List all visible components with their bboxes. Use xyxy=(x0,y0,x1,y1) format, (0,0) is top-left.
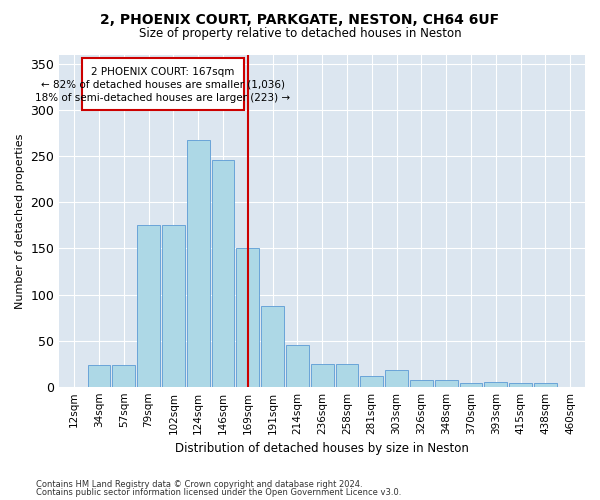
Bar xyxy=(187,140,209,386)
Text: Size of property relative to detached houses in Neston: Size of property relative to detached ho… xyxy=(139,28,461,40)
Bar xyxy=(212,160,235,386)
Bar xyxy=(286,345,309,387)
Text: 18% of semi-detached houses are larger (223) →: 18% of semi-detached houses are larger (… xyxy=(35,93,290,103)
Bar xyxy=(236,248,259,386)
Text: 2 PHOENIX COURT: 167sqm: 2 PHOENIX COURT: 167sqm xyxy=(91,67,235,77)
Bar xyxy=(137,226,160,386)
Bar xyxy=(509,383,532,386)
Text: Contains HM Land Registry data © Crown copyright and database right 2024.: Contains HM Land Registry data © Crown c… xyxy=(36,480,362,489)
Bar xyxy=(112,364,135,386)
X-axis label: Distribution of detached houses by size in Neston: Distribution of detached houses by size … xyxy=(175,442,469,455)
Bar xyxy=(435,380,458,386)
Bar xyxy=(460,383,482,386)
Text: ← 82% of detached houses are smaller (1,036): ← 82% of detached houses are smaller (1,… xyxy=(41,80,285,90)
Bar xyxy=(385,370,408,386)
Text: 2, PHOENIX COURT, PARKGATE, NESTON, CH64 6UF: 2, PHOENIX COURT, PARKGATE, NESTON, CH64… xyxy=(100,12,500,26)
Bar xyxy=(335,364,358,386)
Bar xyxy=(88,364,110,386)
Bar xyxy=(484,382,507,386)
Bar xyxy=(361,376,383,386)
Bar xyxy=(410,380,433,386)
Bar xyxy=(261,306,284,386)
Bar xyxy=(162,226,185,386)
Y-axis label: Number of detached properties: Number of detached properties xyxy=(15,133,25,308)
Bar xyxy=(534,383,557,386)
FancyBboxPatch shape xyxy=(82,58,244,110)
Text: Contains public sector information licensed under the Open Government Licence v3: Contains public sector information licen… xyxy=(36,488,401,497)
Bar xyxy=(311,364,334,386)
